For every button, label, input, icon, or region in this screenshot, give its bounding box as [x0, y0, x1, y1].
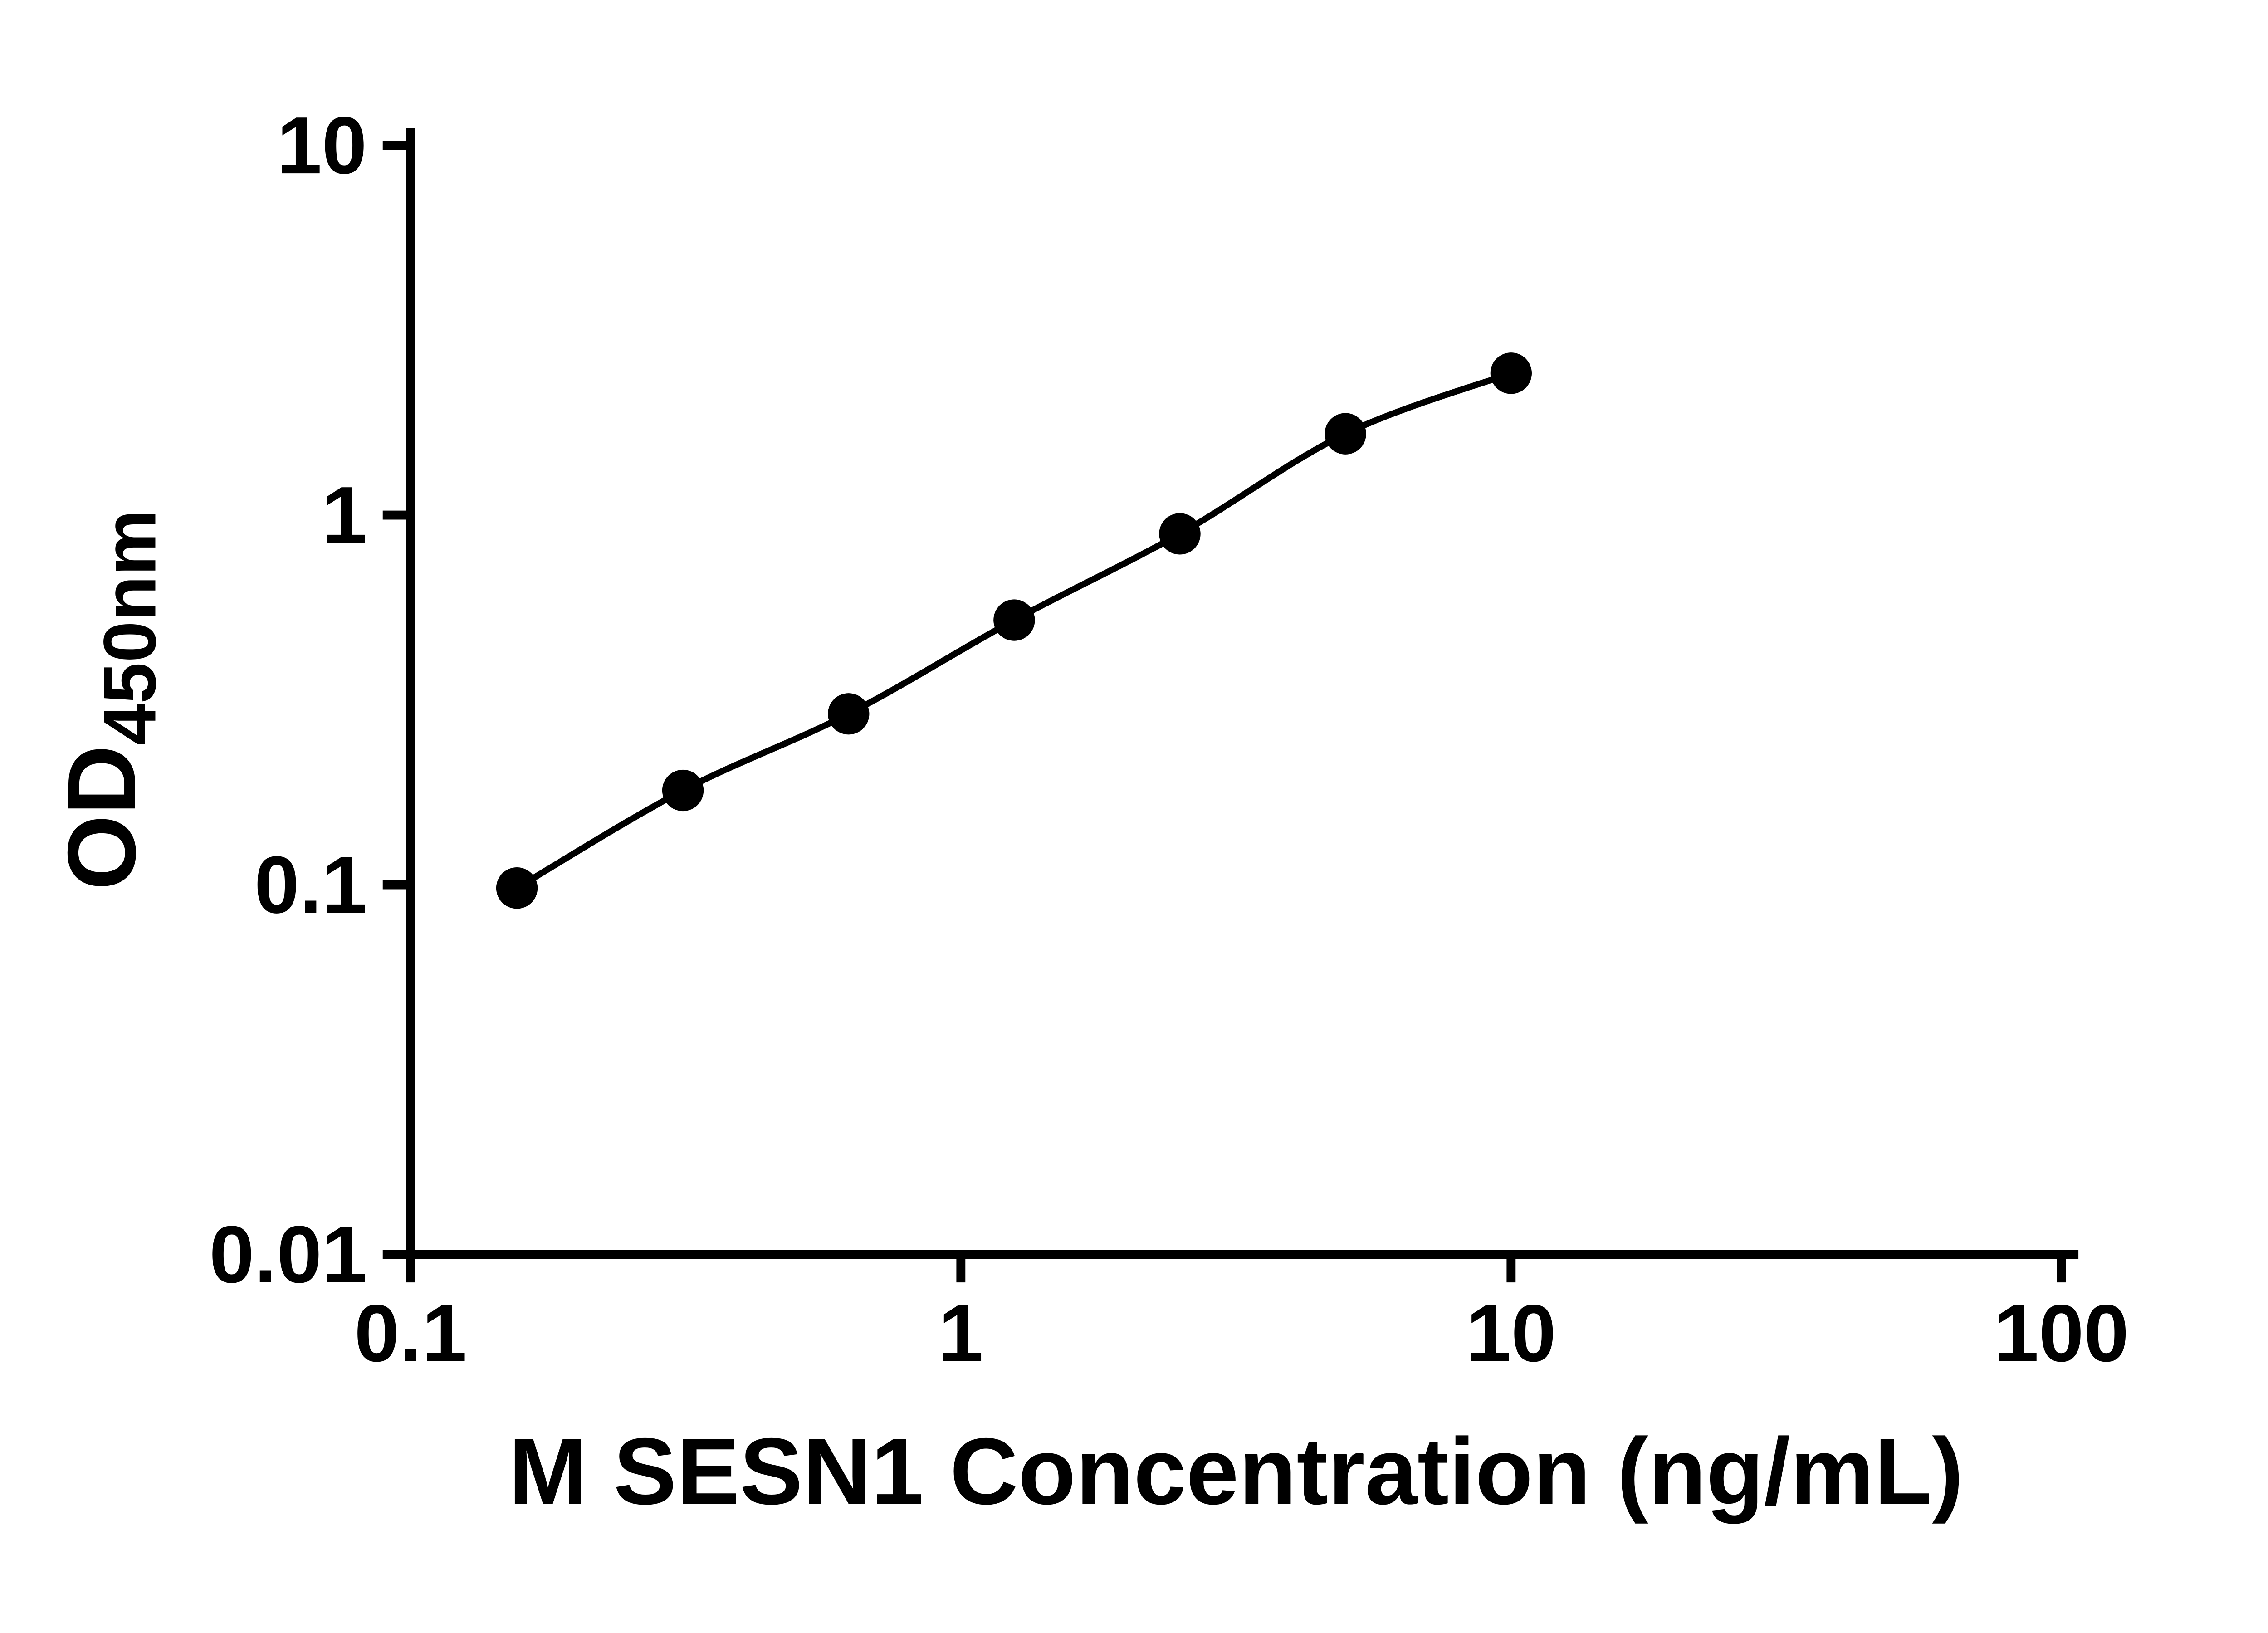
y-axis-title-main: OD	[48, 745, 156, 890]
x-tick-label: 10	[1466, 1288, 1556, 1379]
data-point	[1325, 413, 1366, 455]
data-point	[828, 693, 870, 735]
axes	[406, 128, 2079, 1259]
y-tick-label: 0.1	[254, 839, 367, 930]
data-point	[1159, 513, 1201, 555]
x-axis-title: M SESN1 Concentration (ng/mL)	[508, 1418, 1964, 1524]
x-tick-label: 1	[938, 1288, 983, 1379]
y-tick-label: 10	[277, 100, 367, 191]
data-point	[662, 769, 704, 812]
y-axis-title-subscript: 450nm	[88, 510, 171, 745]
y-tick-label: 1	[322, 469, 367, 560]
y-axis-title: OD450nm	[48, 510, 171, 890]
y-tick-label: 0.01	[209, 1209, 367, 1300]
data-point	[1490, 352, 1532, 394]
x-tick-label: 0.1	[354, 1288, 467, 1379]
x-tick-label: 100	[1994, 1288, 2129, 1379]
data-point	[496, 867, 538, 909]
data-point	[993, 599, 1035, 641]
